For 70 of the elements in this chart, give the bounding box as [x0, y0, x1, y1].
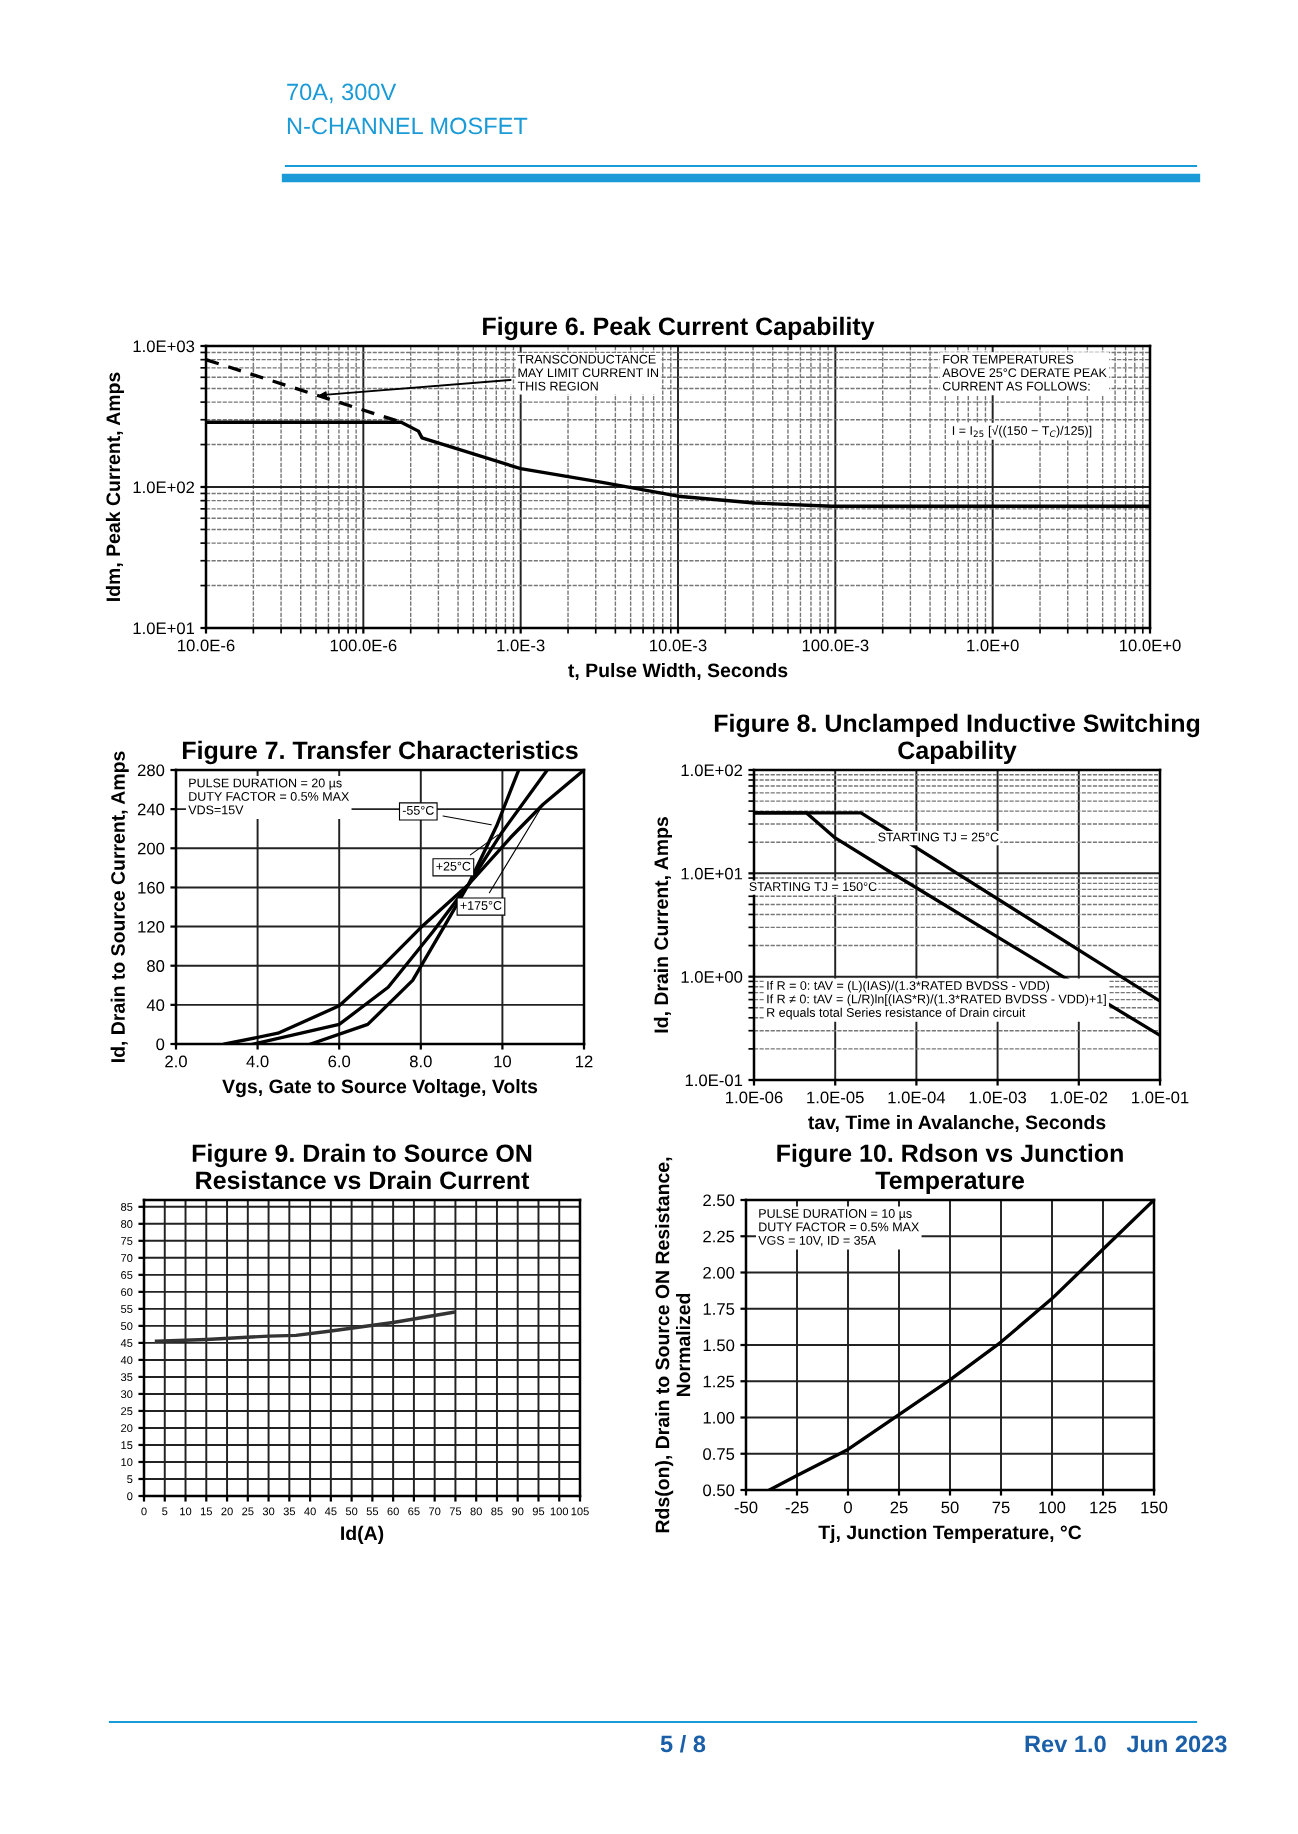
text: Rev 1.0 Jun 2023 — [1025, 1735, 1227, 1753]
y-tick-label: 1.75 — [703, 1303, 735, 1315]
chart-title: Figure 7. Transfer Characteristics — [182, 740, 578, 765]
y-tick-label: 1.0E+02 — [681, 764, 743, 777]
y-tick-label: 0.75 — [703, 1448, 735, 1460]
y-tick-label: 1.25 — [703, 1375, 735, 1388]
x-axis-title: Id(A) — [341, 1525, 384, 1544]
x-tick-label: 1.0E-3 — [497, 639, 545, 652]
x-tick-label: 8.0 — [409, 1055, 432, 1068]
chart-title: Figure 8. Unclamped Inductive Switching Capability — [714, 713, 1200, 765]
x-tick-label: 1.0E+0 — [967, 639, 1019, 652]
y-tick-label: 160 — [138, 881, 165, 894]
x-axis-title: tav, Time in Avalanche, Seconds — [808, 1114, 1106, 1133]
y-axis-title: Rds(on), Drain to Source ON Resistance, Normalized — [655, 1157, 691, 1533]
x-tick-label: 12 — [576, 1055, 593, 1068]
x-axis-title: t, Pulse Width, Seconds — [568, 662, 788, 681]
x-tick-label: -25 — [785, 1501, 809, 1514]
y-tick-label: 1.0E+01 — [681, 867, 743, 880]
y-tick-label: 1.0E-01 — [685, 1074, 743, 1087]
y-axis-title: Id, Drain Current, Amps — [653, 817, 672, 1033]
x-tick-label: 6.0 — [328, 1055, 351, 1068]
y-tick-label: 1.0E+01 — [133, 622, 195, 635]
x-tick-label: 2.0 — [165, 1055, 187, 1068]
x-tick-label: 1.0E-05 — [807, 1091, 864, 1104]
x-tick-label: 100.0E-3 — [802, 639, 869, 652]
text: N-CHANNEL MOSFET — [287, 117, 528, 135]
y-tick-label: 40 — [146, 999, 165, 1012]
y-axis-title: Idm, Peak Current, Amps — [105, 372, 124, 601]
y-tick-label: 0 — [156, 1038, 165, 1051]
x-tick-label: 0 — [844, 1501, 852, 1514]
y-tick-label: 0.50 — [703, 1484, 735, 1497]
x-tick-label: -50 — [734, 1501, 758, 1514]
x-tick-label: 1.0E-06 — [726, 1091, 783, 1104]
y-tick-label: 120 — [138, 920, 165, 933]
x-tick-label: 75 — [992, 1501, 1010, 1514]
y-tick-label: 1.0E+02 — [133, 481, 195, 494]
y-tick-label: 2.50 — [703, 1194, 735, 1207]
y-tick-label: 240 — [137, 803, 165, 816]
y-tick-label: 2.00 — [703, 1266, 735, 1279]
x-tick-label: 25 — [890, 1501, 908, 1514]
y-tick-label: 1.0E+03 — [133, 340, 195, 353]
x-tick-label: 150 — [1141, 1501, 1168, 1514]
x-tick-label: 1.0E-04 — [888, 1091, 946, 1104]
x-axis-title: Vgs, Gate to Source Voltage, Volts — [222, 1078, 538, 1098]
x-tick-label: 4.0 — [246, 1055, 269, 1068]
y-tick-label: 80 — [147, 960, 165, 972]
x-tick-label: 100 — [1039, 1501, 1066, 1514]
x-axis-title: Tj, Junction Temperature, °C — [818, 1524, 1082, 1544]
y-tick-label: 200 — [137, 842, 165, 855]
x-tick-label: 10.0E-3 — [650, 639, 707, 652]
chart-title: Figure 10. Rdson vs Junction Temperature — [777, 1143, 1123, 1195]
text: 70A, 300V — [287, 83, 397, 104]
y-tick-label: 2.25 — [703, 1230, 735, 1243]
y-tick-label: 1.00 — [703, 1411, 735, 1424]
x-tick-label: 125 — [1090, 1501, 1117, 1514]
x-tick-label: 10.0E+0 — [1119, 639, 1181, 652]
x-tick-label: 50 — [941, 1501, 959, 1514]
x-tick-label: 100.0E-6 — [330, 639, 397, 652]
x-tick-label: 1.0E-03 — [969, 1091, 1027, 1104]
y-axis-title: Id, Drain to Source Current, Amps — [110, 751, 129, 1062]
x-tick-label: 10.0E-6 — [178, 639, 235, 652]
x-tick-label: 1.0E-02 — [1050, 1091, 1108, 1104]
y-tick-label: 280 — [137, 764, 165, 777]
x-tick-label: 10 — [494, 1055, 512, 1068]
x-tick-label: 1.0E-01 — [1132, 1091, 1189, 1104]
chart-title: Figure 9. Drain to Source ON Resistance vs Drain Current — [192, 1143, 532, 1190]
chart-title: Figure 6. Peak Current Capability — [483, 316, 875, 341]
y-tick-label: 1.50 — [703, 1339, 735, 1352]
text: 5 / 8 — [660, 1734, 706, 1753]
y-tick-label: 1.0E+00 — [681, 971, 743, 983]
